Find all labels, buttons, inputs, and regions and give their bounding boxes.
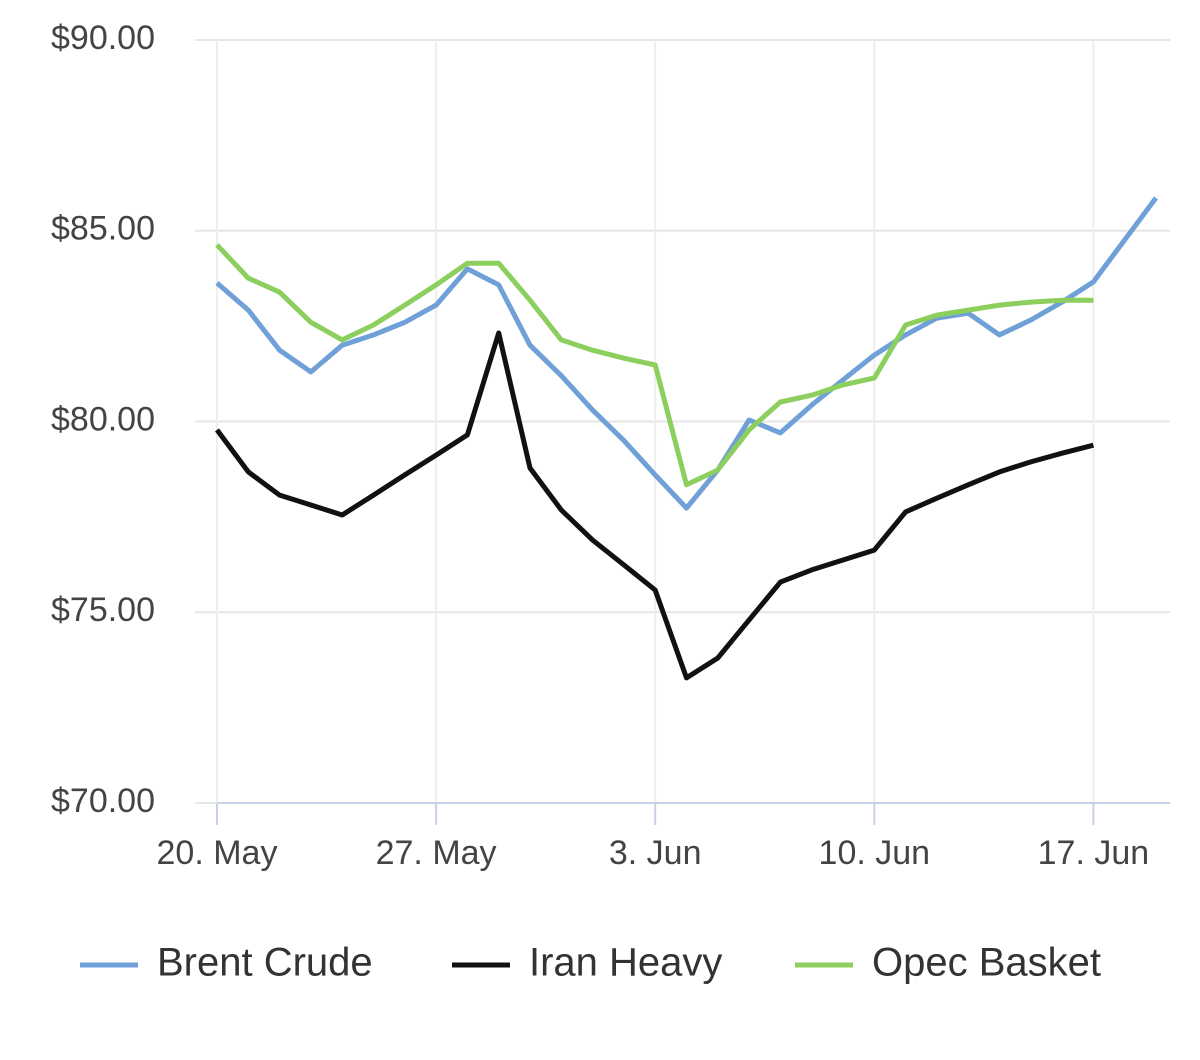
x-tick-label: 17. Jun — [1038, 834, 1150, 872]
x-tick-label: 20. May — [157, 834, 278, 872]
x-tick-label: 27. May — [376, 834, 497, 872]
legend-label: Brent Crude — [157, 941, 373, 985]
y-tick-label: $85.00 — [51, 210, 155, 248]
series-line — [214, 330, 1095, 681]
y-tick-label: $90.00 — [51, 19, 155, 57]
series-line — [215, 196, 1159, 511]
x-tick-label: 10. Jun — [819, 834, 931, 872]
legend-label: Opec Basket — [872, 941, 1101, 985]
legend: Brent Crude Iran Heavy Opec Basket — [80, 941, 1101, 985]
x-tick-label: 3. Jun — [609, 834, 702, 872]
y-tick-label: $80.00 — [51, 400, 155, 438]
y-tick-label: $70.00 — [51, 782, 155, 820]
legend-label: Iran Heavy — [529, 941, 722, 985]
y-tick-label: $75.00 — [51, 591, 155, 629]
series-line — [215, 243, 1094, 488]
